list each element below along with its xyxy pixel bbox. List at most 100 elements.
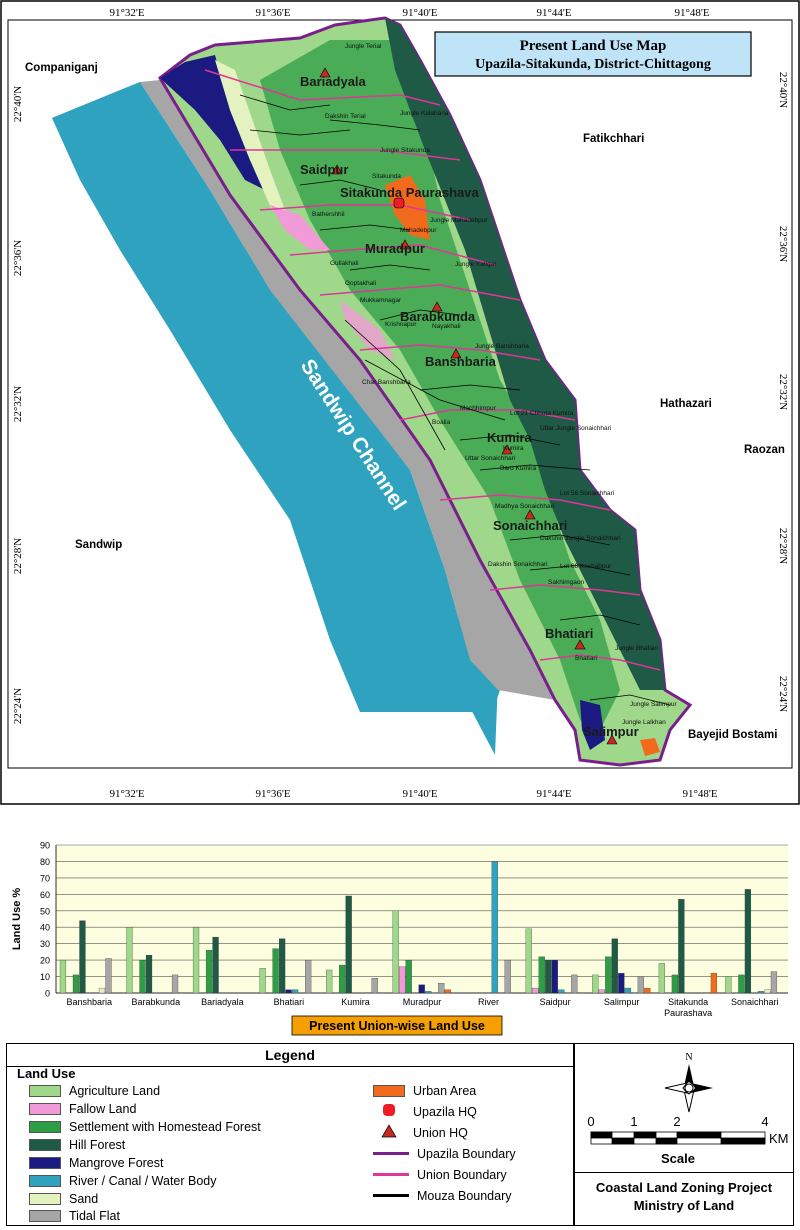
x-tick-label: Salimpur [604, 997, 640, 1007]
mouza-boundaries [239, 94, 671, 706]
mouza-label: Sitakunda [372, 173, 401, 180]
swatch-water [29, 1174, 61, 1187]
map-title-line1: Present Land Use Map [520, 38, 667, 54]
bar-bariadyala-0 [192, 927, 200, 994]
scale-tick-2: 2 [673, 1114, 680, 1129]
neighbor-sandwip: Sandwip [75, 539, 122, 551]
legend-label: River / Canal / Water Body [69, 1173, 217, 1188]
bar-muradpur-4 [418, 984, 425, 994]
bar-muradpur-1 [399, 966, 406, 994]
mouza-label: Goptakhali [345, 280, 376, 287]
legend-item-tidal-flat: Tidal Flat [29, 1207, 120, 1224]
bar-bariadyala-3 [212, 936, 219, 994]
north-scale-panel: N 0 1 2 4 KM Scale [587, 1052, 788, 1166]
coord-right-3: 22°32'N [777, 374, 789, 410]
bar-bhatiari-3 [279, 938, 286, 994]
scale-label: Scale [661, 1151, 695, 1166]
union-hq-markers [319, 67, 618, 745]
bar-river-7 [504, 959, 511, 994]
legend-item-mouza-boundary: Mouza Boundary [373, 1187, 512, 1204]
legend-label: Settlement with Homestead Forest [69, 1119, 261, 1134]
mouza-label: Jungle Terial [345, 43, 382, 50]
bar-bhatiari-0 [259, 968, 266, 994]
neighbor-hathazari: Hathazari [660, 398, 712, 410]
bar-muradpur-7 [438, 982, 445, 994]
mangrove-patch-north [160, 55, 265, 190]
bar-banshbaria-3 [79, 920, 86, 994]
legend-label: Agriculture Land [69, 1083, 161, 1098]
swatch-tidal-flat [29, 1209, 61, 1222]
legend-item-union-hq: Union HQ [373, 1124, 468, 1141]
y-tick-label: 10 [40, 972, 50, 982]
mouza-label: Char Banshbaria [362, 379, 411, 386]
neighbor-raozan: Raozan [744, 444, 785, 456]
legend-label: Union HQ [413, 1125, 468, 1140]
legend-item-fallow: Fallow Land [29, 1100, 136, 1117]
legend-label: Mangrove Forest [69, 1155, 164, 1170]
bar-muradpur-5 [425, 991, 432, 994]
union-label-salimpur: Salimpur [583, 724, 639, 739]
bar-bariadyala-2 [205, 950, 213, 994]
union-label-muradpur: Muradpur [365, 241, 425, 256]
upazila-hq-marker [393, 197, 405, 209]
mouza-label: Bhatiari [575, 655, 597, 662]
mouza-label: Jungle Salimpur [630, 701, 677, 708]
legend-label: Urban Area [413, 1083, 477, 1098]
bar-sonaichhari-3 [744, 889, 752, 994]
x-tick-label: Saidpur [540, 997, 571, 1007]
coord-top-1: 91°32'E [109, 7, 144, 19]
union-label-paurashava: Sitakunda Paurashava [340, 185, 479, 200]
mouza-label: Jungle Mahadebpur [430, 217, 488, 224]
x-tick-label: Paurashava [664, 1008, 712, 1018]
bar-barabkunda-7 [171, 974, 179, 994]
bar-saidpur-1 [532, 987, 539, 994]
mouza-label: Lot 56 Sonaichhari [560, 490, 614, 497]
scale-tick-4: 4 [761, 1114, 768, 1129]
bar-saidpur-0 [525, 928, 532, 994]
map-neatline [7, 19, 793, 769]
legend-item-union-boundary: Union Boundary [373, 1166, 507, 1183]
mouza-label: Machhimpur [460, 405, 497, 412]
mouza-label: Guliakhali [330, 260, 359, 267]
bar-banshbaria-2 [72, 974, 80, 994]
legend-land-use-heading: Land Use [17, 1066, 76, 1081]
neighbor-fatikchhari: Fatikchhari [583, 133, 644, 145]
coord-top-2: 91°36'E [255, 7, 290, 19]
coord-bottom-2: 91°36'E [255, 788, 290, 800]
legend-item-hill-forest: Hill Forest [29, 1136, 125, 1153]
x-tick-label: Bhatiari [274, 997, 305, 1007]
mouza-label: Dakshin Terial [325, 113, 366, 120]
land-use-map: Present Land Use Map Upazila-Sitakunda, … [0, 0, 800, 805]
chart-bars [59, 861, 778, 994]
x-tick-label: Sitakunda [668, 997, 708, 1007]
mouza-label: Jungle Sitakunda [380, 147, 430, 154]
union-hq-icon [373, 1124, 405, 1141]
y-tick-label: 30 [40, 939, 50, 949]
bar-kumira-3 [345, 895, 352, 994]
y-tick-label: 40 [40, 923, 50, 933]
legend-label: Hill Forest [69, 1137, 126, 1152]
y-tick-label: 50 [40, 906, 50, 916]
y-tick-label: 0 [45, 989, 50, 999]
mouza-labels: Jungle Terial Jungle Kalabaria Dakshin T… [312, 43, 677, 726]
neighbor-companiganj: Companiganj [25, 62, 98, 74]
mouza-boundary-line [373, 1194, 409, 1197]
mouza-label: Krishnapur [385, 321, 417, 328]
y-tick-label: 80 [40, 857, 50, 867]
mouza-label: Jungle Bhatiari [615, 645, 658, 652]
scale-bar [590, 1131, 766, 1145]
legend-label: Mouza Boundary [417, 1188, 512, 1203]
upazila-hq-icon [373, 1103, 405, 1120]
neighbor-labels: Companiganj Fatikchhari Hathazari Raozan… [25, 62, 785, 741]
bar-sonaichhari-5 [757, 991, 765, 994]
legend-label: Union Boundary [417, 1167, 507, 1182]
chart-title: Present Union-wise Land Use [309, 1019, 485, 1033]
bar-banshbaria-7 [105, 958, 112, 994]
bar-barabkunda-0 [126, 927, 133, 994]
x-tick-label: Sonaichhari [731, 997, 779, 1007]
tidal-flat-zone [140, 80, 555, 700]
swatch-sand [29, 1192, 61, 1205]
bar-muradpur-2 [405, 959, 412, 994]
union-label-bhatiari: Bhatiari [545, 626, 593, 641]
bar-sonaichhari-2 [738, 974, 745, 994]
